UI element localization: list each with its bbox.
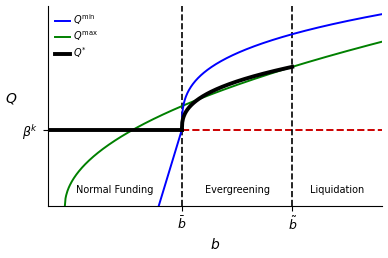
Text: Normal Funding: Normal Funding <box>76 185 154 195</box>
X-axis label: b: b <box>211 238 220 252</box>
Text: Liquidation: Liquidation <box>310 185 364 195</box>
Text: Evergreening: Evergreening <box>204 185 270 195</box>
Y-axis label: Q: Q <box>5 92 16 106</box>
Legend: $Q^{\min}$, $Q^{\max}$, $Q^{*}$: $Q^{\min}$, $Q^{\max}$, $Q^{*}$ <box>53 10 100 62</box>
